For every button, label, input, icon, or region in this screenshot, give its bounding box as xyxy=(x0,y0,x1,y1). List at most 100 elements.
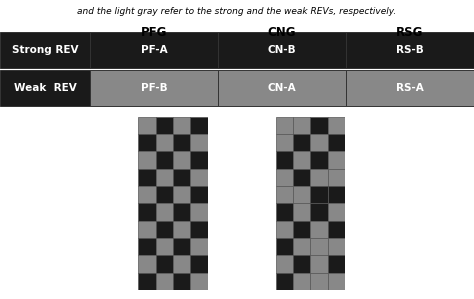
Bar xyxy=(218,70,346,106)
Bar xyxy=(293,255,310,273)
Bar xyxy=(276,238,293,255)
Text: CN-B: CN-B xyxy=(268,45,296,55)
Bar xyxy=(328,221,345,238)
Bar xyxy=(293,117,310,134)
Bar xyxy=(310,238,328,255)
Bar xyxy=(0,70,90,106)
Bar xyxy=(276,151,293,169)
Bar xyxy=(310,203,328,221)
Text: PF-A: PF-A xyxy=(141,45,167,55)
Bar xyxy=(293,238,310,255)
Bar xyxy=(191,186,208,203)
Bar xyxy=(138,186,155,203)
Bar xyxy=(276,134,293,151)
Bar xyxy=(138,117,155,134)
Bar xyxy=(155,238,173,255)
Bar xyxy=(293,203,310,221)
Bar xyxy=(293,221,310,238)
Bar xyxy=(191,273,208,290)
Text: RSG: RSG xyxy=(396,26,424,39)
Bar xyxy=(328,151,345,169)
Bar xyxy=(138,203,155,221)
Bar xyxy=(346,32,474,68)
Bar xyxy=(328,169,345,186)
Text: RS-B: RS-B xyxy=(396,45,424,55)
Bar xyxy=(155,134,173,151)
Bar xyxy=(293,151,310,169)
Text: RS-A: RS-A xyxy=(396,83,424,93)
Bar xyxy=(138,221,155,238)
Text: PF-B: PF-B xyxy=(141,83,167,93)
Bar xyxy=(310,151,328,169)
Bar xyxy=(138,134,155,151)
Bar xyxy=(328,134,345,151)
Bar xyxy=(328,273,345,290)
Bar xyxy=(276,221,293,238)
Bar xyxy=(155,151,173,169)
Bar xyxy=(173,203,191,221)
Text: and the light gray refer to the strong and the weak REVs, respectively.: and the light gray refer to the strong a… xyxy=(77,7,397,16)
Bar xyxy=(191,169,208,186)
Bar xyxy=(155,169,173,186)
Text: Strong REV: Strong REV xyxy=(12,45,78,55)
Bar xyxy=(191,255,208,273)
Bar xyxy=(173,186,191,203)
Bar xyxy=(173,151,191,169)
Bar xyxy=(138,151,155,169)
Text: PFG: PFG xyxy=(141,26,167,39)
Bar xyxy=(293,134,310,151)
Bar xyxy=(328,255,345,273)
Bar xyxy=(328,203,345,221)
Bar xyxy=(155,221,173,238)
Bar xyxy=(155,203,173,221)
Bar xyxy=(138,169,155,186)
Text: CN-A: CN-A xyxy=(268,83,296,93)
Bar xyxy=(0,32,90,68)
Bar xyxy=(276,273,293,290)
Bar xyxy=(173,273,191,290)
Bar xyxy=(191,134,208,151)
Bar xyxy=(310,221,328,238)
Bar xyxy=(276,169,293,186)
Bar xyxy=(276,117,293,134)
Text: CNG: CNG xyxy=(268,26,296,39)
Bar xyxy=(310,273,328,290)
Bar xyxy=(276,186,293,203)
Bar xyxy=(90,32,218,68)
Bar xyxy=(90,70,218,106)
Bar xyxy=(310,169,328,186)
Bar xyxy=(191,203,208,221)
Bar xyxy=(191,238,208,255)
Bar xyxy=(218,32,346,68)
Bar xyxy=(310,117,328,134)
Bar xyxy=(138,273,155,290)
Bar xyxy=(173,117,191,134)
Bar xyxy=(191,221,208,238)
Bar xyxy=(138,255,155,273)
Text: Weak  REV: Weak REV xyxy=(14,83,76,93)
Bar xyxy=(173,238,191,255)
Bar xyxy=(155,117,173,134)
Bar xyxy=(310,255,328,273)
Bar xyxy=(155,186,173,203)
Bar xyxy=(293,273,310,290)
Bar xyxy=(293,186,310,203)
Bar xyxy=(173,134,191,151)
Bar xyxy=(173,221,191,238)
Bar xyxy=(346,70,474,106)
Bar xyxy=(138,238,155,255)
Bar xyxy=(328,186,345,203)
Bar xyxy=(191,151,208,169)
Bar xyxy=(155,273,173,290)
Bar xyxy=(191,117,208,134)
Bar xyxy=(173,255,191,273)
Bar xyxy=(328,117,345,134)
Bar xyxy=(293,169,310,186)
Bar xyxy=(276,255,293,273)
Bar xyxy=(155,255,173,273)
Bar xyxy=(173,169,191,186)
Bar xyxy=(310,134,328,151)
Bar xyxy=(310,186,328,203)
Bar xyxy=(276,203,293,221)
Bar xyxy=(328,238,345,255)
